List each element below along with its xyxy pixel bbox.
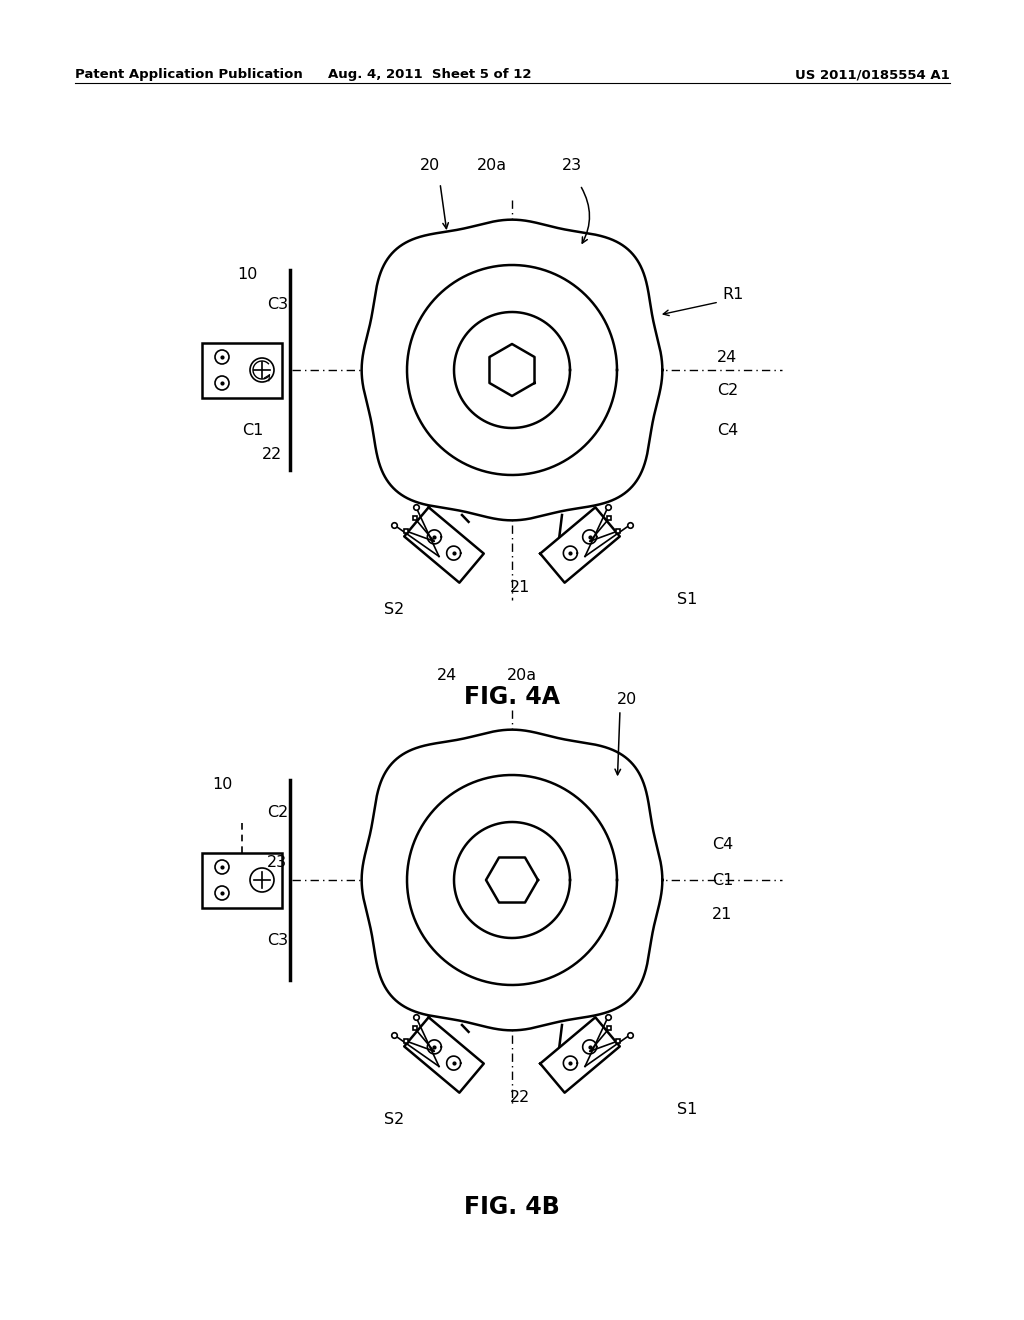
Text: 21: 21 [712, 907, 732, 921]
Text: S2: S2 [384, 1111, 404, 1127]
Text: Patent Application Publication: Patent Application Publication [75, 69, 303, 81]
Polygon shape [361, 730, 663, 1031]
Text: US 2011/0185554 A1: US 2011/0185554 A1 [796, 69, 950, 81]
Text: 20: 20 [420, 158, 440, 173]
Text: C2: C2 [717, 383, 738, 399]
Text: S1: S1 [677, 1102, 697, 1117]
Text: 23: 23 [267, 855, 287, 870]
Text: C1: C1 [712, 873, 733, 888]
Text: S2: S2 [384, 602, 404, 616]
Text: 20a: 20a [507, 668, 537, 682]
Circle shape [215, 861, 229, 874]
Text: 20: 20 [617, 692, 637, 708]
Text: 23: 23 [562, 158, 582, 173]
Text: FIG. 4A: FIG. 4A [464, 685, 560, 709]
Text: 10: 10 [237, 267, 257, 282]
Circle shape [215, 886, 229, 900]
Text: C3: C3 [267, 297, 288, 312]
Text: 10: 10 [212, 777, 232, 792]
Circle shape [250, 869, 274, 892]
Text: C4: C4 [717, 422, 738, 438]
Polygon shape [404, 507, 483, 582]
Polygon shape [541, 507, 620, 582]
Polygon shape [404, 1018, 483, 1093]
Text: 24: 24 [717, 350, 737, 366]
Polygon shape [541, 1018, 620, 1093]
FancyBboxPatch shape [202, 342, 282, 397]
Circle shape [215, 350, 229, 364]
Polygon shape [489, 345, 535, 396]
Polygon shape [486, 858, 538, 903]
Polygon shape [407, 265, 617, 475]
Circle shape [250, 358, 274, 381]
Text: 22: 22 [510, 1090, 530, 1105]
Text: FIG. 4B: FIG. 4B [464, 1195, 560, 1218]
Text: 20a: 20a [477, 158, 507, 173]
Text: C2: C2 [267, 805, 288, 820]
Circle shape [215, 376, 229, 389]
Text: Aug. 4, 2011  Sheet 5 of 12: Aug. 4, 2011 Sheet 5 of 12 [329, 69, 531, 81]
Text: 21: 21 [510, 579, 530, 595]
Text: 22: 22 [262, 447, 283, 462]
Text: C4: C4 [712, 837, 733, 851]
Polygon shape [407, 775, 617, 985]
Polygon shape [361, 219, 663, 520]
FancyBboxPatch shape [202, 853, 282, 908]
Text: C1: C1 [242, 422, 263, 438]
Text: R1: R1 [722, 286, 743, 302]
Text: 24: 24 [437, 668, 457, 682]
Text: S1: S1 [677, 591, 697, 607]
Text: C3: C3 [267, 933, 288, 948]
